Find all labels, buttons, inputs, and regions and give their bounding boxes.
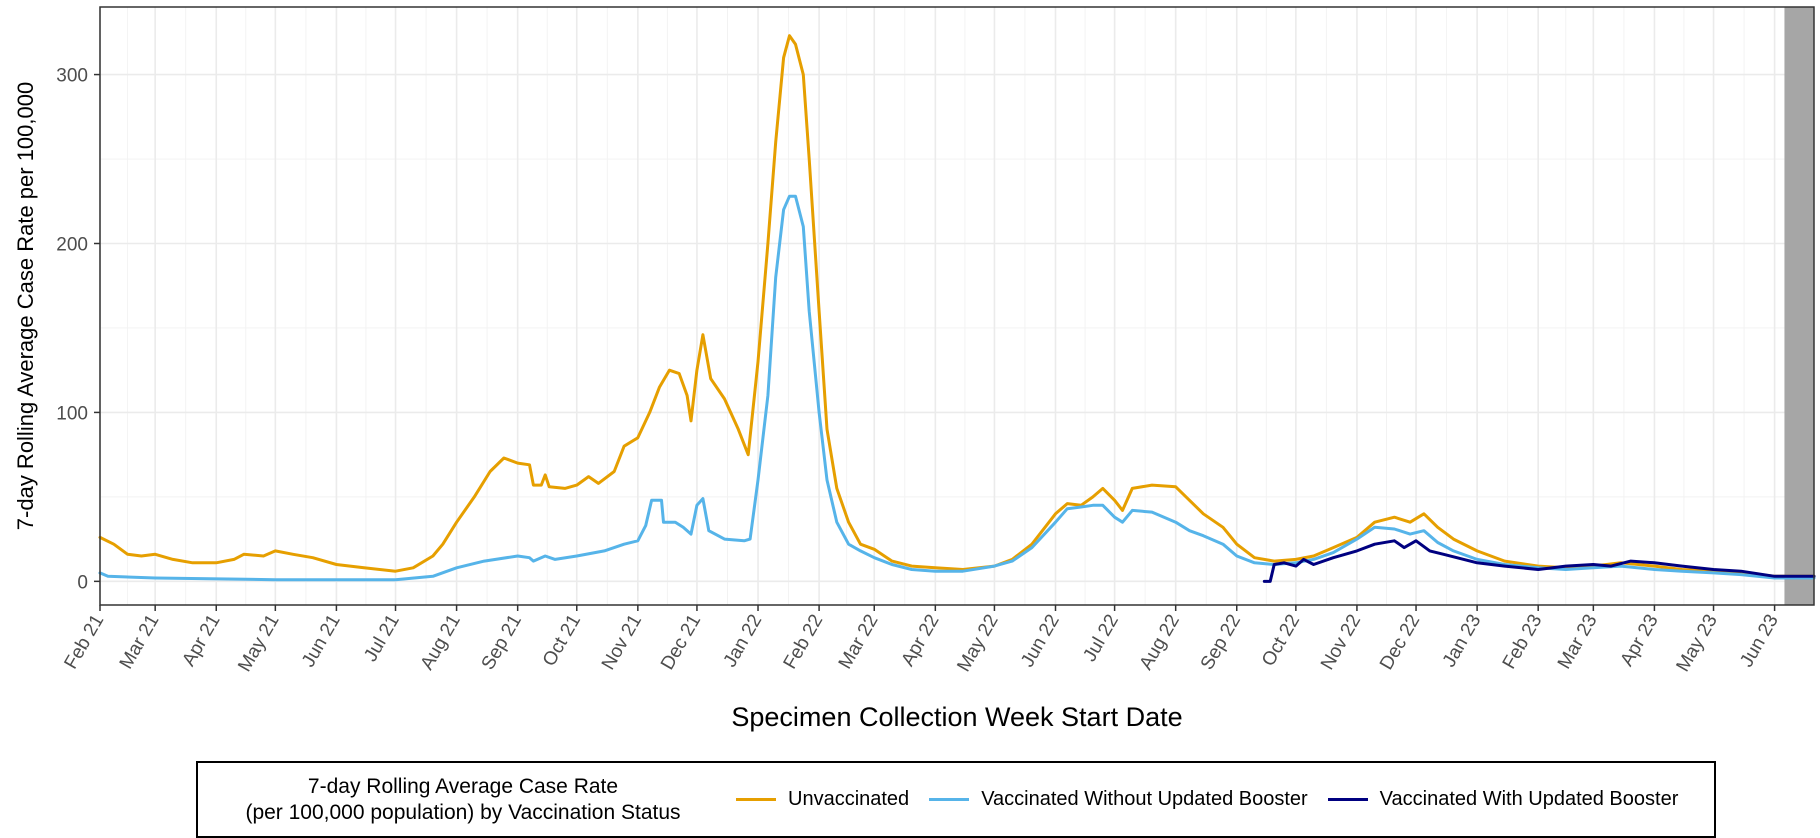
x-tick-label: Aug 22 bbox=[1136, 611, 1184, 674]
y-tick-label: 200 bbox=[56, 234, 88, 255]
x-tick-label: Jun 23 bbox=[1736, 611, 1783, 671]
y-tick-label: 0 bbox=[77, 572, 88, 593]
legend-swatch-unvaccinated bbox=[736, 798, 776, 801]
plot-panel bbox=[100, 7, 1814, 605]
x-tick-label: Mar 22 bbox=[835, 611, 883, 673]
legend-title: 7-day Rolling Average Case Rate (per 100… bbox=[198, 774, 728, 826]
legend-title-line-2: (per 100,000 population) by Vaccination … bbox=[245, 800, 681, 824]
y-axis: 0 100 200 300 bbox=[56, 66, 100, 593]
x-axis: Feb 21 Mar 21 Apr 21 May 21 Jun 21 Jul 21 Aug … bbox=[61, 605, 1783, 675]
x-tick-label: Jan 22 bbox=[720, 611, 767, 671]
x-tick-label: May 23 bbox=[1673, 611, 1722, 675]
x-tick-label: Jul 22 bbox=[1079, 611, 1123, 665]
minor-gridlines bbox=[100, 7, 1814, 605]
major-gridlines bbox=[99, 7, 1814, 605]
legend-item-unvaccinated: Unvaccinated bbox=[736, 788, 909, 811]
legend-label: Unvaccinated bbox=[788, 788, 910, 810]
series-line-unvaccinated bbox=[98, 34, 1816, 578]
x-tick-label: Feb 21 bbox=[61, 611, 109, 673]
series-lines bbox=[98, 34, 1816, 583]
plot-border bbox=[99, 6, 1815, 606]
x-tick-label: Apr 22 bbox=[897, 611, 943, 670]
x-tick-label: May 21 bbox=[234, 611, 283, 675]
x-tick-label: Mar 23 bbox=[1554, 611, 1602, 673]
legend-swatch-vaccinated-without-booster bbox=[929, 798, 970, 801]
legend-item-vaccinated-with-booster: Vaccinated With Updated Booster bbox=[1327, 788, 1679, 811]
legend-item-vaccinated-without-booster: Vaccinated Without Updated Booster bbox=[929, 788, 1308, 811]
legend-swatch-vaccinated-with-booster bbox=[1327, 798, 1368, 801]
legend-label: Vaccinated Without Updated Booster bbox=[981, 788, 1308, 810]
y-tick-label: 300 bbox=[56, 66, 88, 87]
legend-title-line-1: 7-day Rolling Average Case Rate bbox=[307, 774, 619, 798]
x-tick-label: Sep 21 bbox=[478, 611, 526, 674]
series-line-vaccinated-with-updated-booster bbox=[1262, 539, 1816, 583]
x-tick-label: Jun 22 bbox=[1017, 611, 1064, 671]
x-tick-label: Nov 22 bbox=[1317, 611, 1365, 674]
legend-label: Vaccinated With Updated Booster bbox=[1379, 788, 1679, 810]
x-tick-label: Mar 21 bbox=[116, 611, 164, 673]
x-tick-label: Apr 21 bbox=[178, 611, 224, 670]
x-tick-label: Jul 21 bbox=[360, 611, 404, 665]
series-line-vaccinated-without-updated-booster bbox=[98, 194, 1816, 582]
x-tick-label: Apr 23 bbox=[1617, 611, 1663, 670]
x-tick-label: Aug 21 bbox=[417, 611, 465, 674]
x-tick-label: Jan 23 bbox=[1439, 611, 1486, 671]
x-tick-label: Dec 21 bbox=[657, 611, 705, 674]
y-tick-label: 100 bbox=[56, 403, 88, 424]
x-tick-label: Nov 21 bbox=[598, 611, 646, 674]
x-axis-title: Specimen Collection Week Start Date bbox=[731, 702, 1182, 732]
x-tick-label: Feb 23 bbox=[1499, 611, 1547, 673]
x-tick-label: Oct 22 bbox=[1258, 611, 1304, 670]
x-tick-label: Oct 21 bbox=[539, 611, 585, 670]
shaded-incomplete-period bbox=[1784, 7, 1814, 605]
x-tick-label: Feb 22 bbox=[780, 611, 828, 673]
legend: 7-day Rolling Average Case Rate (per 100… bbox=[196, 761, 1716, 838]
x-tick-label: Sep 22 bbox=[1197, 611, 1245, 674]
line-chart: 0 100 200 300 Feb 21 Mar 21 Apr 21 May 21 Jun 2… bbox=[13, 6, 1816, 732]
y-axis-title: 7-day Rolling Average Case Rate per 100,… bbox=[13, 82, 38, 530]
x-tick-label: May 22 bbox=[953, 611, 1002, 675]
x-tick-label: Dec 22 bbox=[1376, 611, 1424, 674]
x-tick-label: Jun 21 bbox=[298, 611, 345, 671]
